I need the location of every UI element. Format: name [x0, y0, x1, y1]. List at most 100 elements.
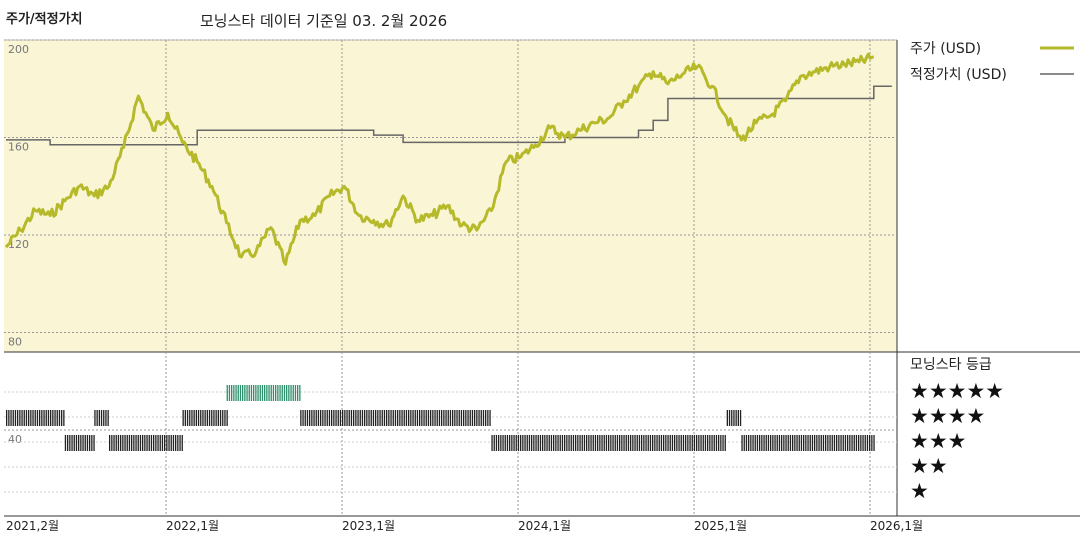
rating-bar-stripe [456, 410, 458, 426]
rating-bar-stripe [586, 435, 588, 451]
rating-bar-stripe [181, 435, 183, 451]
rating-bar-stripe [359, 410, 361, 426]
rating-bar-stripe [226, 410, 228, 426]
rating-bar-stripe [561, 435, 564, 451]
rating-bar-stripe [275, 385, 277, 401]
rating-bar-stripe [144, 435, 146, 451]
rating-bar-stripe [170, 435, 172, 451]
rating-bar-stripe [678, 435, 680, 451]
rating-bar-stripe [75, 435, 78, 451]
rating-bar-stripe [353, 410, 355, 426]
rating-bar-stripe [211, 410, 213, 426]
rating-bar-stripe [509, 435, 511, 451]
rating-bar-stripe [8, 410, 10, 426]
rating-bar-stripe [264, 385, 266, 401]
rating-bar-stripe [726, 410, 728, 426]
rating-bar-stripe [93, 435, 95, 451]
rating-bar-stripe [331, 410, 333, 426]
rating-bar-stripe [217, 410, 219, 426]
rating-bar-stripe [570, 435, 572, 451]
rating-bar-stripe [204, 410, 206, 426]
rating-bar-stripe [142, 435, 144, 451]
rating-bar-stripe [603, 435, 605, 451]
rating-bar-stripe [368, 410, 370, 426]
rating-bar-stripe [219, 410, 222, 426]
y-tick-label: 120 [8, 238, 29, 251]
rating-bar-stripe [337, 410, 339, 426]
rating-bar-stripe [111, 435, 113, 451]
rating-bar-stripe [120, 435, 122, 451]
rating-bar-stripe [215, 410, 217, 426]
rating-bar-stripe [645, 435, 647, 451]
rating-bar-stripe [45, 410, 47, 426]
rating-bar-stripe [794, 435, 796, 451]
rating-bar-stripe [441, 410, 443, 426]
rating-bar-stripe [226, 385, 228, 401]
rating-bar-stripe [776, 435, 778, 451]
rating-bar-stripe [266, 385, 268, 401]
rating-bar-stripe [135, 435, 137, 451]
rating-bar-stripe [632, 435, 634, 451]
rating-bar-stripe [862, 435, 864, 451]
rating-bar-stripe [84, 435, 86, 451]
rating-bar-stripe [164, 435, 166, 451]
rating-bar-stripe [827, 435, 829, 451]
rating-bar-stripe [750, 435, 752, 451]
rating-bar-stripe [752, 435, 754, 451]
rating-bar-stripe [847, 435, 849, 451]
rating-bar-stripe [28, 410, 30, 426]
rating-bar-stripe [63, 410, 65, 426]
rating-bar-stripe [113, 435, 115, 451]
rating-bar-stripe [836, 435, 838, 451]
rating-bar-stripe [539, 435, 542, 451]
rating-bar-stripe [748, 435, 750, 451]
rating-bar-stripe [724, 435, 726, 451]
rating-bar-stripe [248, 385, 250, 401]
rating-bar-stripe [460, 410, 463, 426]
rating-bar-stripe [515, 435, 517, 451]
rating-bar-stripe [544, 435, 546, 451]
rating-bar-stripe [704, 435, 707, 451]
rating-bar-stripe [159, 435, 161, 451]
rating-bar-stripe [590, 435, 592, 451]
rating-bar-stripe [702, 435, 704, 451]
rating-bar-stripe [372, 410, 375, 426]
rating-bar-stripe [297, 385, 299, 401]
rating-bar-stripe [528, 435, 531, 451]
rating-bar-stripe [610, 435, 612, 451]
rating-bar-stripe [805, 435, 807, 451]
rating-bar-stripe [680, 435, 682, 451]
rating-bar-stripe [30, 410, 32, 426]
rating-bars [4, 385, 897, 493]
rating-bar-stripe [474, 410, 476, 426]
rating-bar-stripe [581, 435, 583, 451]
rating-bar-stripe [261, 385, 264, 401]
rating-bar-stripe [286, 385, 288, 401]
rating-bar-stripe [454, 410, 456, 426]
rating-bar-stripe [849, 435, 851, 451]
rating-bar-stripe [840, 435, 842, 451]
rating-bar-stripe [735, 410, 737, 426]
rating-bar-stripe [416, 410, 419, 426]
rating-bar-stripe [467, 410, 469, 426]
rating-bar-stripe [25, 410, 28, 426]
rating-bar-stripe [410, 410, 412, 426]
rating-bar-stripe [228, 385, 231, 401]
rating-bar-stripe [756, 435, 759, 451]
rating-bar-stripe [392, 410, 394, 426]
rating-bar-stripe [421, 410, 423, 426]
rating-bar-stripe [250, 385, 253, 401]
rating-bar-stripe [311, 410, 313, 426]
rating-bar-stripe [436, 410, 438, 426]
rating-bar-stripe [761, 435, 763, 451]
price-line [4, 52, 874, 266]
rating-bar-stripe [346, 410, 348, 426]
rating-bar-stripe [430, 410, 432, 426]
rating-bar-stripe [58, 410, 61, 426]
rating-bar-stripe [693, 435, 696, 451]
rating-bar-stripe [783, 435, 785, 451]
rating-bar-stripe [315, 410, 317, 426]
rating-bar-stripe [339, 410, 342, 426]
rating-bar-stripe [328, 410, 331, 426]
rating-bar-stripe [807, 435, 809, 451]
